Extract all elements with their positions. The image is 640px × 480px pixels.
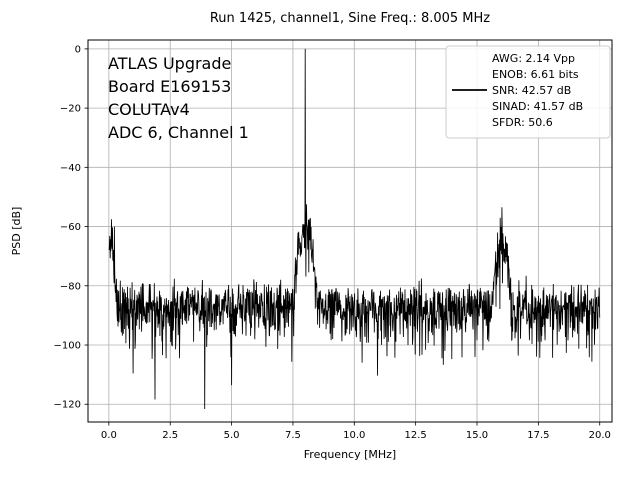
x-tick-label: 12.5 (405, 430, 427, 441)
annotation-block: ATLAS Upgrade Board E169153 COLUTAv4 ADC… (108, 54, 249, 142)
x-tick-label: 0.0 (101, 430, 117, 441)
x-tick-label: 2.5 (162, 430, 178, 441)
annotation-line-2: Board E169153 (108, 77, 231, 96)
annotation-line-1: ATLAS Upgrade (108, 54, 231, 73)
y-tick-label: 0 (75, 44, 81, 55)
legend-entry-sfdr: SFDR: 50.6 (492, 116, 553, 129)
x-tick-label: 17.5 (527, 430, 549, 441)
tick-layer: 0.0 2.5 5.0 7.5 10.0 12.5 15.0 17.5 20.0 0 −20 −40 −… (54, 44, 611, 441)
y-tick-label: −40 (60, 163, 81, 174)
annotation-line-3: COLUTAv4 (108, 100, 190, 119)
legend-entry-snr: SNR: 42.57 dB (492, 84, 571, 97)
legend-box (445, 45, 611, 139)
grid-layer (88, 40, 612, 422)
x-tick-label: 5.0 (224, 430, 240, 441)
legend-entry-awg: AWG: 2.14 Vpp (492, 52, 575, 65)
x-tick-label: 20.0 (589, 430, 611, 441)
psd-line (108, 48, 601, 410)
x-tick-label: 10.0 (343, 430, 365, 441)
y-tick-label: −20 (60, 104, 81, 115)
axes-frame (87, 39, 613, 423)
chart-title: Run 1425, channel1, Sine Freq.: 8.005 MH… (210, 11, 490, 26)
x-tick-label: 15.0 (466, 430, 488, 441)
x-axis-label: Frequency [MHz] (304, 448, 396, 461)
legend-entry-enob: ENOB: 6.61 bits (492, 68, 579, 81)
x-tick-label: 7.5 (285, 430, 301, 441)
legend: AWG: 2.14 Vpp ENOB: 6.61 bits SNR: 42.57… (445, 45, 611, 139)
y-tick-label: −120 (54, 400, 81, 411)
legend-entry-sinad: SINAD: 41.57 dB (492, 100, 583, 113)
y-tick-label: −100 (54, 341, 81, 352)
y-tick-label: −80 (60, 281, 81, 292)
annotation-line-4: ADC 6, Channel 1 (108, 123, 249, 142)
y-axis-label: PSD [dB] (10, 207, 23, 256)
y-tick-label: −60 (60, 222, 81, 233)
psd-series-layer (108, 48, 601, 410)
